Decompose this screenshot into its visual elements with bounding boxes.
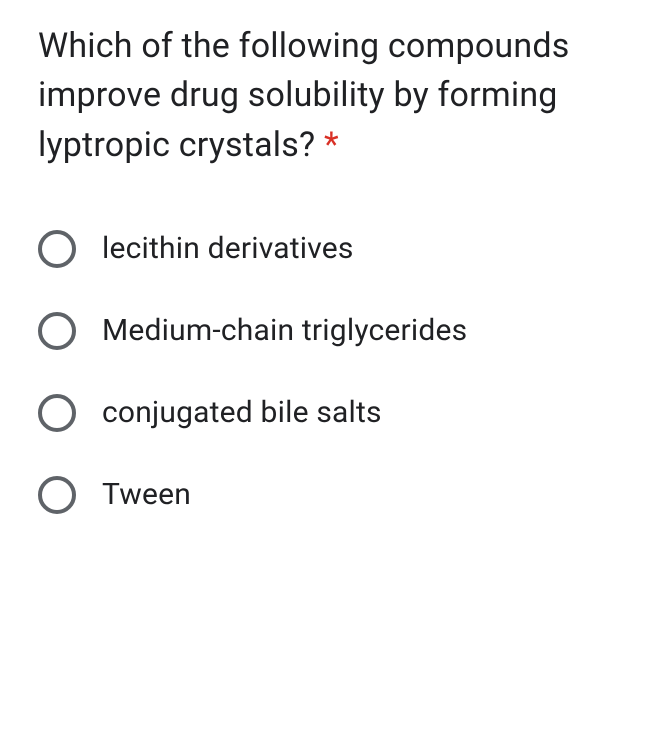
option-row-tween[interactable]: Tween xyxy=(38,476,630,514)
radio-button[interactable] xyxy=(38,230,76,268)
radio-button[interactable] xyxy=(38,394,76,432)
required-asterisk: * xyxy=(324,125,339,165)
option-label: Medium-chain triglycerides xyxy=(102,313,467,348)
radio-button[interactable] xyxy=(38,312,76,350)
question-text: Which of the following compounds improve… xyxy=(38,22,630,170)
question-block: Which of the following compounds improve… xyxy=(38,22,630,170)
options-list: lecithin derivatives Medium-chain trigly… xyxy=(38,230,630,514)
radio-button[interactable] xyxy=(38,476,76,514)
option-row-lecithin[interactable]: lecithin derivatives xyxy=(38,230,630,268)
option-label: Tween xyxy=(102,477,191,512)
option-row-bile-salts[interactable]: conjugated bile salts xyxy=(38,394,630,432)
option-label: lecithin derivatives xyxy=(102,231,354,266)
option-row-medium-chain[interactable]: Medium-chain triglycerides xyxy=(38,312,630,350)
option-label: conjugated bile salts xyxy=(102,395,382,430)
question-text-content: Which of the following compounds improve… xyxy=(38,26,569,165)
